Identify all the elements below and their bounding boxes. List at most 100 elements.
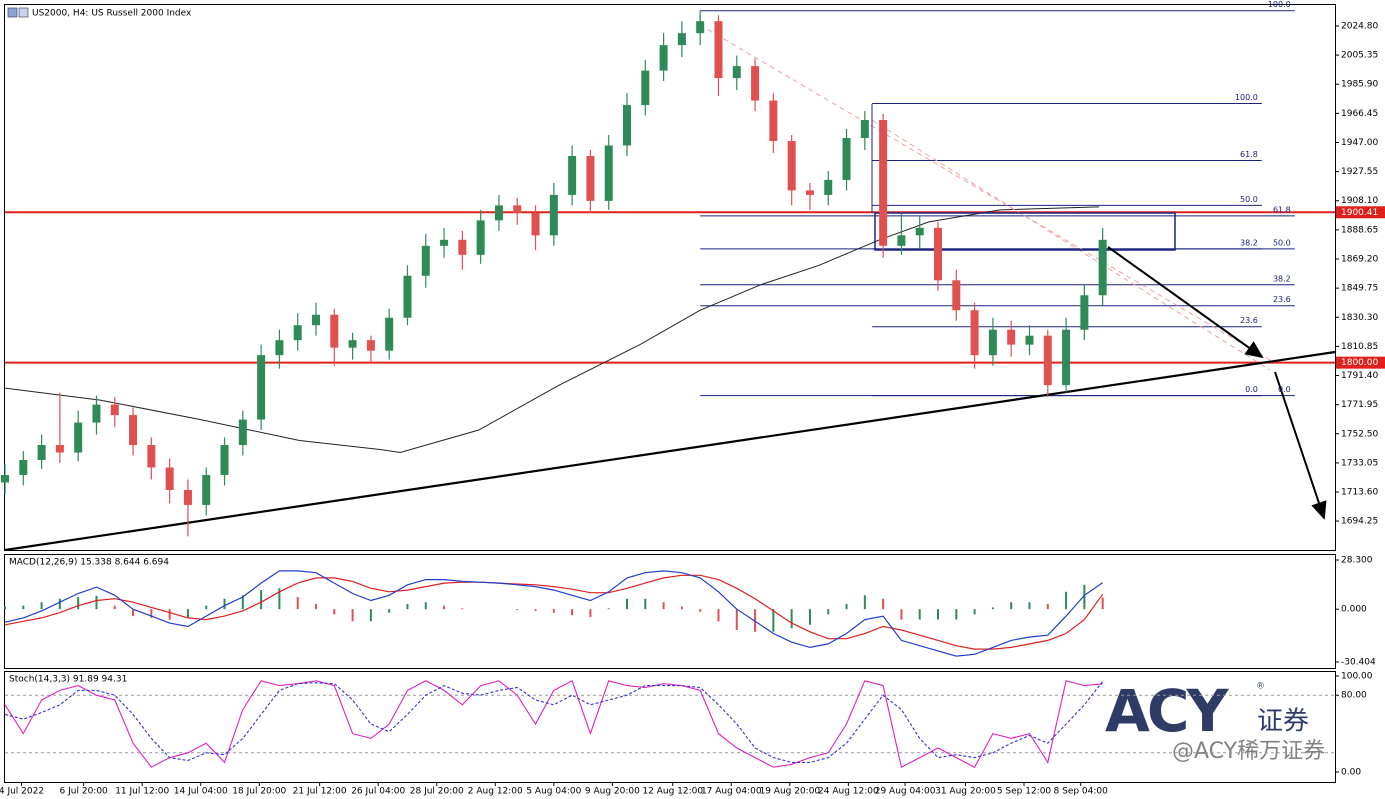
candle-body xyxy=(1025,335,1034,345)
y-tick-label: 28.300 xyxy=(1341,556,1373,566)
chart-title: US2000, H4: US Russell 2000 Index xyxy=(32,9,192,19)
x-tick-label: 17 Aug 04:00 xyxy=(701,787,762,797)
candle-body xyxy=(659,45,668,71)
macd-histogram-bar xyxy=(937,609,940,620)
candle-body xyxy=(805,190,814,195)
macd-histogram-bar xyxy=(369,609,372,622)
candle-body xyxy=(842,137,851,180)
x-tick-label: 14 Jul 04:00 xyxy=(174,787,228,797)
macd-histogram-bar xyxy=(315,603,318,610)
y-tick-label: 1966.45 xyxy=(1341,109,1378,119)
macd-histogram-bar xyxy=(278,588,281,610)
candle-body xyxy=(257,355,266,420)
x-tick-label: 6 Jul 20:00 xyxy=(60,787,109,797)
candle-body xyxy=(641,70,650,106)
candle-body xyxy=(696,21,705,34)
candle-body xyxy=(769,100,778,141)
fib-label: 50.0 xyxy=(1240,195,1258,204)
candle-body xyxy=(586,155,595,201)
stoch-k-line xyxy=(4,680,1103,769)
candle-body xyxy=(147,445,156,468)
macd-histogram-bar xyxy=(735,609,738,631)
macd-histogram-bar xyxy=(1010,602,1013,610)
macd-histogram-bar xyxy=(132,609,135,617)
candle-body xyxy=(568,155,577,195)
candle-body xyxy=(37,445,46,460)
macd-histogram-bar xyxy=(589,609,592,617)
macd-histogram-bar xyxy=(973,609,976,615)
candle-body xyxy=(238,419,247,446)
macd-histogram-bar xyxy=(680,606,683,610)
macd-histogram-bar xyxy=(955,609,958,620)
candle-body xyxy=(421,245,430,276)
y-tick-label: 1947.00 xyxy=(1341,138,1378,148)
macd-histogram-bar xyxy=(717,609,720,622)
y-tick-label: 1869.20 xyxy=(1341,255,1378,265)
candle-body xyxy=(202,474,211,505)
macd-histogram-bar xyxy=(552,609,555,613)
y-tick-label: 1733.05 xyxy=(1341,458,1378,468)
x-tick-label: 21 Jul 12:00 xyxy=(293,787,347,797)
candle-body xyxy=(293,325,302,341)
macd-histogram-bar xyxy=(424,602,427,610)
fib-label: 100.0 xyxy=(1235,93,1258,102)
dashed-line xyxy=(699,24,1271,361)
icon xyxy=(7,7,18,18)
candle-body xyxy=(366,340,375,351)
macd-histogram-bar xyxy=(626,598,629,610)
y-tick-label: 1927.55 xyxy=(1341,167,1378,177)
y-tick-label: 1830.30 xyxy=(1341,313,1378,323)
candle-body xyxy=(787,140,796,191)
fib-label: 38.2 xyxy=(1240,238,1258,247)
y-tick-label: 1888.65 xyxy=(1341,225,1378,235)
candle-body xyxy=(1,474,9,483)
y-tick-label: 1713.60 xyxy=(1341,488,1378,498)
candle-body xyxy=(732,66,741,79)
x-tick-label: 11 Jul 12:00 xyxy=(115,787,169,797)
y-tick-label: 1810.85 xyxy=(1341,342,1378,352)
candle-body xyxy=(860,120,869,138)
y-tick-label: 1985.90 xyxy=(1341,80,1378,90)
macd-histogram-bar xyxy=(58,598,61,610)
candle-body xyxy=(385,317,394,351)
stoch-frame xyxy=(4,671,1336,783)
candle-body xyxy=(824,179,833,195)
candle-body xyxy=(92,404,101,423)
fib-label: 38.2 xyxy=(1273,274,1291,283)
candle-body xyxy=(1080,295,1089,330)
y-tick-label: 1771.95 xyxy=(1341,400,1378,410)
macd-histogram-bar xyxy=(22,605,25,610)
candle-body xyxy=(220,445,229,475)
macd-histogram-bar xyxy=(1046,603,1049,610)
macd-histogram-bar xyxy=(790,609,793,629)
macd-histogram-bar xyxy=(845,603,848,610)
candle-body xyxy=(714,21,723,79)
x-tick-label: 18 Jul 20:00 xyxy=(232,787,286,797)
candle-body xyxy=(312,314,321,326)
macd-histogram-bar xyxy=(808,609,811,625)
y-tick-label: 2024.80 xyxy=(1341,21,1378,31)
candle-body xyxy=(1098,239,1107,296)
candle-body xyxy=(1062,329,1071,386)
macd-histogram-bar xyxy=(40,602,43,610)
candle-body xyxy=(879,120,888,246)
x-tick-label: 2 Aug 12:00 xyxy=(468,787,523,797)
x-tick-label: 12 Aug 12:00 xyxy=(642,787,703,797)
x-tick-label: 26 Jul 04:00 xyxy=(351,787,405,797)
moving-average xyxy=(4,206,1100,454)
watermark-logo: ACY xyxy=(1105,677,1229,745)
macd-histogram-bar xyxy=(863,595,866,610)
x-tick-label: 4 Jul 2022 xyxy=(0,787,44,797)
candle-body xyxy=(74,422,83,453)
price-label-box xyxy=(1336,356,1385,369)
candle-body xyxy=(494,205,503,221)
candle-body xyxy=(476,220,485,255)
macd-histogram-bar xyxy=(607,608,610,610)
fib-label: 0.0 xyxy=(1245,385,1258,394)
frames xyxy=(4,4,1336,783)
title-icon xyxy=(7,7,29,18)
watermark-handle: @ACY稀万证券 xyxy=(1172,739,1325,764)
macd-frame xyxy=(4,554,1336,669)
candle-body xyxy=(915,227,924,236)
candle-body xyxy=(165,467,174,490)
